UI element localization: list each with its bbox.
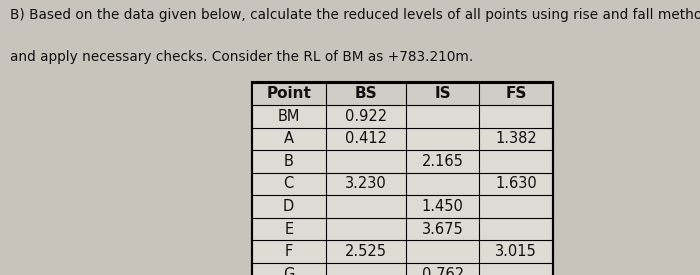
Text: 1.630: 1.630 (496, 177, 537, 191)
Text: 2.525: 2.525 (344, 244, 386, 259)
Text: IS: IS (435, 86, 451, 101)
Text: 1.382: 1.382 (496, 131, 537, 146)
Text: C: C (284, 177, 294, 191)
Text: 3.675: 3.675 (422, 222, 463, 236)
Text: 0.412: 0.412 (344, 131, 386, 146)
Text: G: G (283, 267, 295, 275)
Text: Point: Point (266, 86, 312, 101)
Text: 1.450: 1.450 (422, 199, 463, 214)
Text: A: A (284, 131, 294, 146)
Text: 2.165: 2.165 (422, 154, 463, 169)
Text: D: D (283, 199, 295, 214)
Text: F: F (285, 244, 293, 259)
Text: FS: FS (505, 86, 527, 101)
Text: 0.762: 0.762 (421, 267, 464, 275)
Text: 3.230: 3.230 (345, 177, 386, 191)
Text: B) Based on the data given below, calculate the reduced levels of all points usi: B) Based on the data given below, calcul… (10, 8, 700, 22)
Text: E: E (284, 222, 293, 236)
Bar (252, 82, 553, 105)
Text: and apply necessary checks. Consider the RL of BM as +783.210m.: and apply necessary checks. Consider the… (10, 50, 474, 64)
Text: BS: BS (354, 86, 377, 101)
Text: BM: BM (278, 109, 300, 124)
Text: 3.015: 3.015 (496, 244, 537, 259)
Text: 0.922: 0.922 (344, 109, 387, 124)
Text: B: B (284, 154, 294, 169)
